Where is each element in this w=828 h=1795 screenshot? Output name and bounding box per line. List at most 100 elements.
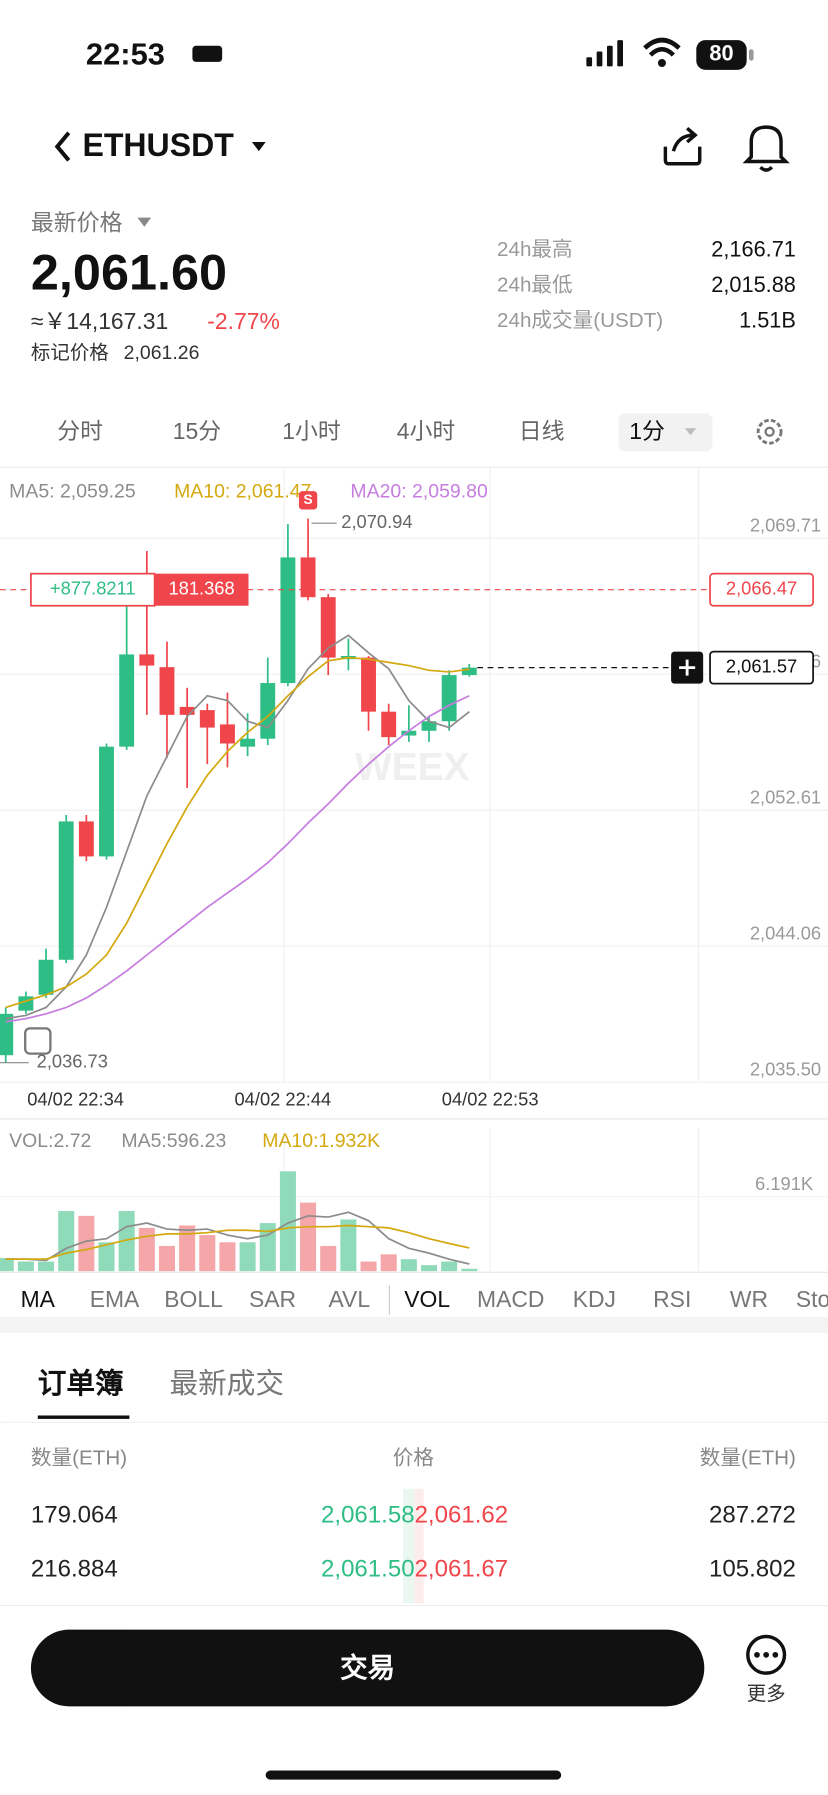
interval-tab[interactable]: 4小时 bbox=[397, 418, 456, 444]
last-price-box bbox=[709, 650, 814, 685]
vol-ma-line bbox=[5, 1211, 470, 1265]
stat-value: 1.51B bbox=[739, 308, 796, 333]
watermark: WEEX bbox=[355, 746, 470, 789]
candle-body bbox=[240, 738, 256, 747]
candle-body bbox=[361, 657, 376, 712]
candle-body bbox=[0, 1013, 14, 1056]
interval-tab[interactable]: 1分 bbox=[629, 418, 665, 444]
x-tick-label: 04/02 22:53 bbox=[442, 1088, 539, 1109]
ma-line bbox=[5, 656, 470, 1009]
vol-ma-line bbox=[5, 1224, 470, 1261]
indicator-tab[interactable]: EMA bbox=[90, 1286, 140, 1312]
candle-body bbox=[220, 724, 235, 744]
price-label: 最新价格 bbox=[31, 210, 123, 236]
interval-tab[interactable]: 分时 bbox=[57, 418, 103, 444]
ask-qty: 105.802 bbox=[709, 1555, 796, 1582]
trade-label[interactable]: 交易 bbox=[340, 1652, 395, 1683]
indicator-tab[interactable]: KDJ bbox=[573, 1286, 616, 1312]
candle-body bbox=[260, 683, 276, 739]
vol-legend: VOL:2.72 bbox=[9, 1130, 91, 1152]
volume-bar bbox=[340, 1219, 357, 1272]
signal-badge bbox=[298, 491, 318, 510]
candle-body bbox=[401, 730, 417, 736]
bid-price: 2,061.58 bbox=[321, 1502, 415, 1529]
price-dropdown[interactable] bbox=[137, 217, 152, 227]
position-size-box bbox=[154, 573, 249, 606]
section-gap bbox=[0, 1316, 828, 1334]
indicator-tab[interactable]: BOLL bbox=[164, 1286, 223, 1312]
indicator-tab[interactable]: Sto bbox=[796, 1286, 828, 1312]
settings-icon[interactable] bbox=[756, 418, 783, 445]
candle-body bbox=[179, 706, 195, 715]
position-size: 181.368 bbox=[168, 578, 234, 599]
column-header: 数量(ETH) bbox=[31, 1446, 127, 1469]
candle-body bbox=[421, 721, 437, 731]
mark-label: 标记价格 bbox=[31, 342, 109, 364]
vol-legend: MA5:596.23 bbox=[121, 1130, 226, 1152]
volume-bar bbox=[320, 1245, 337, 1272]
vol-legend: MA10:1.932K bbox=[262, 1130, 380, 1152]
volume-bar bbox=[98, 1242, 115, 1272]
position-price: 2,066.47 bbox=[726, 578, 797, 599]
indicator-tab[interactable]: VOL bbox=[404, 1286, 450, 1312]
stat-value: 2,166.71 bbox=[711, 237, 796, 262]
vol-tick-label: 6.191K bbox=[755, 1173, 814, 1194]
volume-bar bbox=[279, 1171, 296, 1272]
volume-bar bbox=[179, 1225, 196, 1272]
stat-label: 24h成交量(USDT) bbox=[497, 309, 663, 332]
position-pnl: +877.8211 bbox=[50, 578, 136, 599]
indicator-tab[interactable]: WR bbox=[730, 1286, 768, 1312]
mark-price: 2,061.26 bbox=[124, 342, 200, 364]
cny-price: ≈￥14,167.31 bbox=[31, 308, 168, 334]
bid-price: 2,061.50 bbox=[321, 1555, 415, 1582]
low-label: 2,036.73 bbox=[37, 1051, 108, 1072]
share-icon[interactable] bbox=[663, 126, 702, 166]
ask-price: 2,061.67 bbox=[415, 1555, 509, 1582]
expand-icon[interactable] bbox=[24, 1027, 52, 1055]
volume-bar bbox=[420, 1265, 438, 1272]
trade-button[interactable] bbox=[30, 1629, 705, 1707]
candle-body bbox=[441, 675, 457, 722]
indicator-tab[interactable]: AVL bbox=[329, 1286, 371, 1312]
candle-body bbox=[38, 959, 54, 995]
position-price-box bbox=[709, 572, 814, 607]
home-indicator bbox=[265, 1770, 562, 1780]
stat-value: 2,015.88 bbox=[711, 272, 796, 297]
indicator-tab[interactable]: MACD bbox=[477, 1286, 544, 1312]
interval-active-bg bbox=[618, 413, 713, 452]
candle-body bbox=[381, 711, 397, 738]
indicator-tab[interactable]: MA bbox=[21, 1286, 56, 1312]
interval-tab[interactable]: 15分 bbox=[173, 418, 221, 444]
bell-icon[interactable] bbox=[742, 125, 790, 172]
volume-bar bbox=[219, 1242, 236, 1272]
candle-body bbox=[280, 557, 296, 684]
x-tick-label: 04/02 22:34 bbox=[27, 1088, 124, 1109]
stat-label: 24h最低 bbox=[497, 274, 573, 297]
interval-tab[interactable]: 日线 bbox=[519, 418, 565, 444]
candle-body bbox=[119, 654, 135, 747]
orderbook-tab[interactable]: 最新成交 bbox=[169, 1368, 284, 1400]
back-icon[interactable] bbox=[54, 131, 71, 162]
settings-icon-core bbox=[764, 426, 775, 437]
more-label[interactable]: 更多 bbox=[747, 1683, 786, 1705]
volume-bar bbox=[360, 1261, 377, 1272]
position-pnl-box[interactable] bbox=[30, 572, 156, 607]
more-icon[interactable] bbox=[746, 1634, 787, 1675]
symbol-dropdown[interactable] bbox=[251, 142, 266, 152]
y-tick-label: 2,035.50 bbox=[750, 1059, 821, 1080]
ma-legend: MA10: 2,061.47 bbox=[174, 481, 311, 503]
ma-legend: MA5: 2,059.25 bbox=[9, 481, 136, 503]
orderbook-tab[interactable]: 订单簿 bbox=[38, 1368, 124, 1400]
ma-line bbox=[5, 634, 470, 1020]
symbol[interactable]: ETHUSDT bbox=[82, 127, 234, 163]
status-time: 22:53 bbox=[86, 36, 165, 71]
column-header: 价格 bbox=[393, 1446, 435, 1469]
indicator-tab[interactable]: RSI bbox=[653, 1286, 691, 1312]
indicator-tab[interactable]: SAR bbox=[249, 1286, 296, 1312]
candle-body bbox=[58, 821, 74, 960]
stat-label: 24h最高 bbox=[497, 238, 573, 261]
volume-bar bbox=[380, 1254, 397, 1272]
interval-tab[interactable]: 1小时 bbox=[282, 418, 341, 444]
